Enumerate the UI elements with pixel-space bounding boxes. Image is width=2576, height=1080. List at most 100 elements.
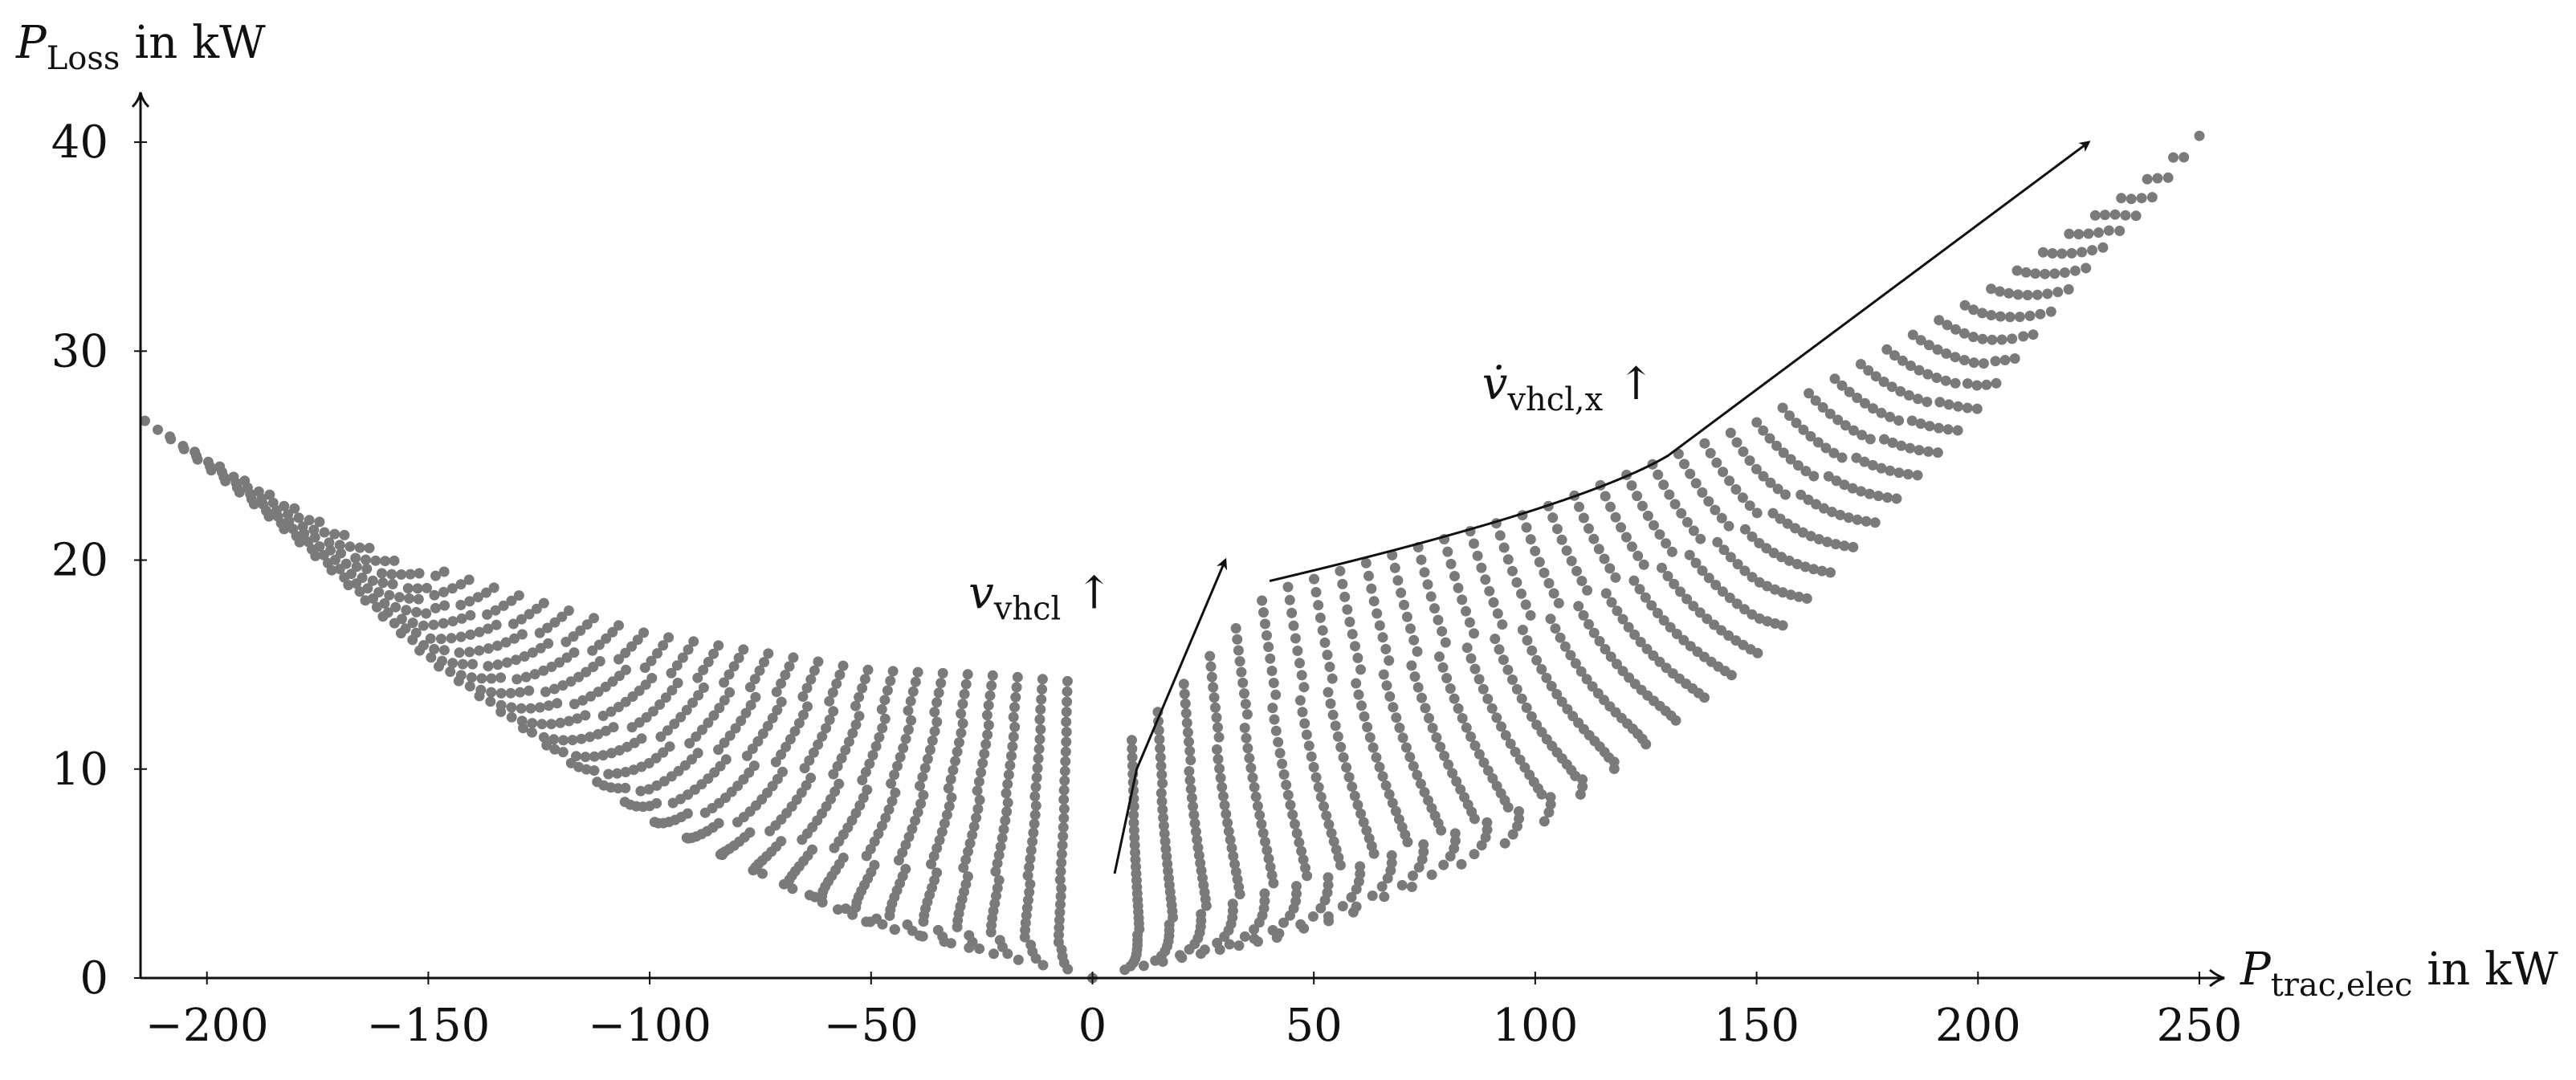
data-point (1306, 751, 1317, 762)
data-point (646, 655, 657, 666)
data-point (1716, 625, 1727, 636)
data-point (1278, 917, 1289, 928)
data-point (1690, 557, 1702, 569)
data-point (1391, 712, 1402, 723)
data-point (1953, 401, 1963, 412)
data-point (2030, 268, 2041, 279)
data-point (1783, 555, 1795, 566)
data-point (1424, 712, 1434, 723)
data-point (1350, 641, 1360, 652)
data-point (960, 679, 972, 690)
data-point (516, 715, 528, 727)
data-point (1212, 937, 1223, 948)
data-point (1578, 512, 1589, 524)
data-point (1284, 594, 1295, 605)
data-point (1616, 522, 1627, 533)
data-point (527, 718, 538, 729)
data-point (476, 673, 487, 684)
data-point (915, 798, 927, 809)
data-point (1185, 755, 1196, 766)
data-point (1274, 748, 1286, 759)
data-point (1902, 469, 1914, 480)
data-point (1323, 911, 1334, 922)
data-point (1605, 501, 1616, 512)
data-point (1469, 538, 1479, 549)
data-point (529, 669, 540, 680)
data-point (1567, 711, 1579, 722)
data-point (370, 555, 381, 566)
data-point (931, 867, 943, 878)
data-point (748, 760, 760, 772)
data-point (1263, 642, 1274, 653)
data-point (1469, 849, 1480, 860)
data-point (1233, 940, 1245, 952)
data-point (495, 687, 507, 699)
data-point (860, 767, 871, 777)
y-tick-label: 40 (51, 116, 108, 169)
data-point (1058, 785, 1070, 796)
data-point (1338, 752, 1349, 763)
data-point (1319, 637, 1331, 648)
data-point (1469, 663, 1481, 674)
data-point (1986, 283, 1997, 295)
data-point (1805, 430, 1816, 442)
data-point (1587, 681, 1598, 692)
data-point (1739, 524, 1751, 535)
data-point (1054, 922, 1065, 933)
data-point (950, 756, 961, 767)
data-point (2047, 248, 2058, 259)
data-point (1366, 583, 1377, 594)
data-point (828, 768, 839, 780)
data-point (666, 685, 678, 696)
data-point (1505, 738, 1516, 749)
data-point (772, 704, 783, 715)
data-point (1406, 660, 1417, 671)
data-point (1556, 534, 1567, 545)
data-point (1582, 585, 1593, 596)
data-point (843, 736, 854, 748)
data-point (651, 797, 662, 809)
x-tick-label: 0 (1078, 1000, 1107, 1052)
data-point (776, 836, 787, 847)
data-point (426, 652, 437, 663)
data-point (648, 706, 658, 717)
data-point (1361, 825, 1372, 836)
data-point (1022, 870, 1033, 881)
data-point (749, 674, 760, 685)
data-point (643, 784, 654, 795)
data-point (572, 713, 583, 724)
data-point (1291, 881, 1302, 892)
data-point (658, 747, 669, 758)
data-point (793, 718, 805, 729)
data-point (2081, 263, 2092, 274)
data-point (1730, 484, 1742, 495)
data-point (639, 662, 650, 673)
data-point (1301, 729, 1312, 740)
data-point (519, 651, 530, 662)
data-point (713, 744, 724, 756)
data-point (1418, 839, 1429, 850)
data-point (1352, 800, 1363, 810)
data-point (1676, 507, 1687, 519)
data-point (834, 669, 846, 680)
data-point (581, 666, 592, 678)
data-point (1534, 556, 1545, 568)
data-point (832, 760, 843, 772)
data-point (998, 824, 1009, 835)
data-point (1058, 794, 1070, 805)
data-point (1986, 310, 1997, 320)
data-point (1912, 470, 1923, 481)
data-point (2012, 289, 2024, 300)
data-point (1923, 446, 1934, 457)
data-point (767, 712, 778, 723)
data-point (1800, 466, 1812, 477)
data-point (990, 866, 1001, 877)
data-point (1257, 595, 1268, 606)
data-point (1192, 842, 1204, 854)
data-point (1635, 637, 1646, 648)
data-point (1738, 446, 1749, 457)
data-point (1390, 805, 1401, 817)
data-point (1641, 643, 1653, 654)
data-point (907, 686, 919, 697)
data-point (1184, 766, 1195, 776)
